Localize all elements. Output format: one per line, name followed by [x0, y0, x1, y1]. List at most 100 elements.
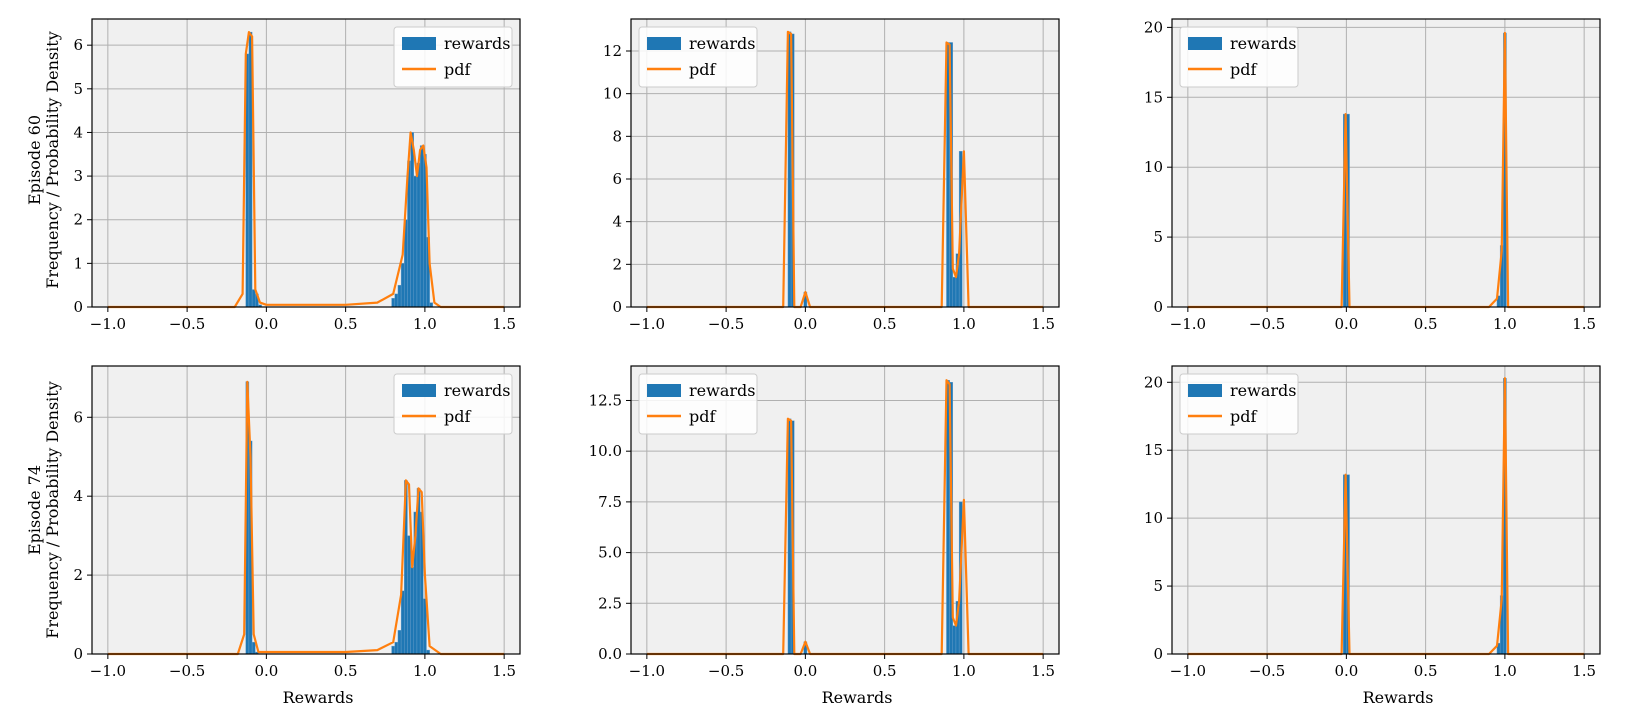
pdf-line [107, 31, 505, 309]
legend: rewards pdf [1179, 373, 1299, 435]
x-tick-label: −1.0 [629, 662, 665, 680]
y-tick-label: 0 [73, 298, 83, 316]
x-tick-label: 1.5 [1572, 662, 1596, 680]
legend: rewards pdf [638, 26, 758, 88]
x-tick-label: 1.0 [952, 315, 976, 333]
x-tick-label: 1.5 [1031, 662, 1055, 680]
x-tick-label: −1.0 [90, 662, 126, 680]
y-tick-label: 10.0 [589, 442, 622, 460]
x-tick-label: 1.5 [1031, 315, 1055, 333]
y-tick-label: 10 [603, 85, 622, 103]
bar [394, 641, 399, 655]
panel-1-2: −1.0 −0.5 0.0 0.5 1.0 1.5 0 2 4 6 8 10 12 rewards pdf [603, 18, 1060, 333]
y-tick-label: 0 [1153, 645, 1163, 663]
y-tick-label: 2 [73, 566, 83, 584]
x-tick-label: 0.0 [254, 662, 278, 680]
x-tick-label: 0.5 [334, 315, 358, 333]
row-label-episode-74: Episode 74 [25, 465, 44, 555]
x-tick-label: 1.0 [1493, 662, 1517, 680]
x-tick-label: −1.0 [1170, 662, 1206, 680]
y-tick-label: 15 [1144, 441, 1163, 459]
panel-1-1: −1.0 −0.5 0.0 0.5 1.0 1.5 0 1 2 3 4 5 6 rewards pdf [73, 18, 521, 333]
y-tick-label: 12 [603, 42, 622, 60]
y-tick-label: 4 [73, 123, 83, 141]
x-tick-label: 0.0 [1334, 662, 1358, 680]
legend-swatch-rewards [1188, 384, 1222, 397]
legend-label-pdf: pdf [689, 60, 716, 79]
x-tick-label: −1.0 [629, 315, 665, 333]
legend-swatch-rewards [647, 384, 681, 397]
plot-frame [630, 18, 1060, 308]
legend: rewards pdf [638, 373, 758, 435]
y-tick-label: 20 [1144, 373, 1163, 391]
panel-1-3: −1.0 −0.5 0.0 0.5 1.0 1.5 0 5 10 15 20 rewards pdf [1144, 18, 1601, 333]
plot-frame [1171, 18, 1601, 308]
legend-swatch-rewards [402, 37, 436, 50]
x-tick-label: 1.0 [413, 315, 437, 333]
bar [407, 535, 411, 655]
bar [397, 284, 402, 308]
pdf-line [1187, 377, 1585, 656]
panel-2-1: −1.0 −0.5 0.0 0.5 1.0 1.5 0 2 4 6 rewards pdf [73, 365, 521, 680]
x-axis-title-col-2: Rewards [822, 688, 893, 707]
y-tick-label: 0 [612, 298, 622, 316]
legend: rewards pdf [393, 26, 513, 88]
x-tick-label: −0.5 [708, 315, 744, 333]
plot-frame [91, 365, 521, 655]
bar [391, 645, 395, 655]
x-tick-label: −1.0 [1170, 315, 1206, 333]
plot-frame [630, 365, 1060, 655]
y-tick-label: 5.0 [598, 544, 622, 562]
panel-2-2: −1.0 −0.5 0.0 0.5 1.0 1.5 0.0 2.5 5.0 7.5 10.0 12.5… [589, 365, 1060, 680]
x-axis-title-col-3: Rewards [1363, 688, 1434, 707]
y-tick-label: 3 [73, 167, 83, 185]
bar [429, 302, 434, 308]
y-tick-label: 15 [1144, 88, 1163, 106]
plot-frame [1171, 365, 1601, 655]
legend-label-pdf: pdf [1230, 407, 1257, 426]
x-tick-label: −0.5 [708, 662, 744, 680]
bar [419, 145, 424, 308]
x-tick-label: 0.0 [254, 315, 278, 333]
bar [397, 630, 402, 655]
bar [410, 567, 414, 655]
x-tick-label: 0.0 [1334, 315, 1358, 333]
y-tick-label: 2 [73, 211, 83, 229]
bar [416, 162, 421, 308]
bar [400, 590, 405, 655]
pdf-line [107, 380, 505, 656]
x-tick-label: 1.0 [1493, 315, 1517, 333]
row-ylabel-episode-74: Frequency / Probability Density [43, 381, 62, 638]
legend-swatch-rewards [1188, 37, 1222, 50]
y-tick-label: 2.5 [598, 594, 622, 612]
x-tick-label: 0.5 [1414, 662, 1438, 680]
y-tick-label: 8 [612, 127, 622, 145]
y-tick-label: 0 [73, 645, 83, 663]
legend-label-pdf: pdf [444, 60, 471, 79]
bar [400, 263, 405, 308]
y-tick-label: 7.5 [598, 493, 622, 511]
legend-swatch-rewards [647, 37, 681, 50]
y-tick-label: 0.0 [598, 645, 622, 663]
x-tick-label: 0.0 [793, 315, 817, 333]
y-tick-label: 0 [1153, 298, 1163, 316]
y-tick-label: 10 [1144, 509, 1163, 527]
y-tick-label: 5 [1153, 228, 1163, 246]
legend: rewards pdf [393, 373, 513, 435]
x-tick-label: 0.5 [1414, 315, 1438, 333]
y-tick-label: 2 [612, 255, 622, 273]
legend-label-pdf: pdf [444, 407, 471, 426]
x-tick-label: 1.0 [413, 662, 437, 680]
row-label-episode-60: Episode 60 [25, 115, 44, 205]
legend-label-rewards: rewards [444, 34, 510, 53]
x-tick-label: 0.0 [793, 662, 817, 680]
legend-label-rewards: rewards [1230, 381, 1296, 400]
x-axis-title-col-1: Rewards [283, 688, 354, 707]
row-ylabel-episode-60: Frequency / Probability Density [43, 31, 62, 288]
x-tick-label: 1.0 [952, 662, 976, 680]
x-tick-label: −0.5 [169, 662, 205, 680]
legend-label-pdf: pdf [1230, 60, 1257, 79]
legend-swatch-rewards [402, 384, 436, 397]
